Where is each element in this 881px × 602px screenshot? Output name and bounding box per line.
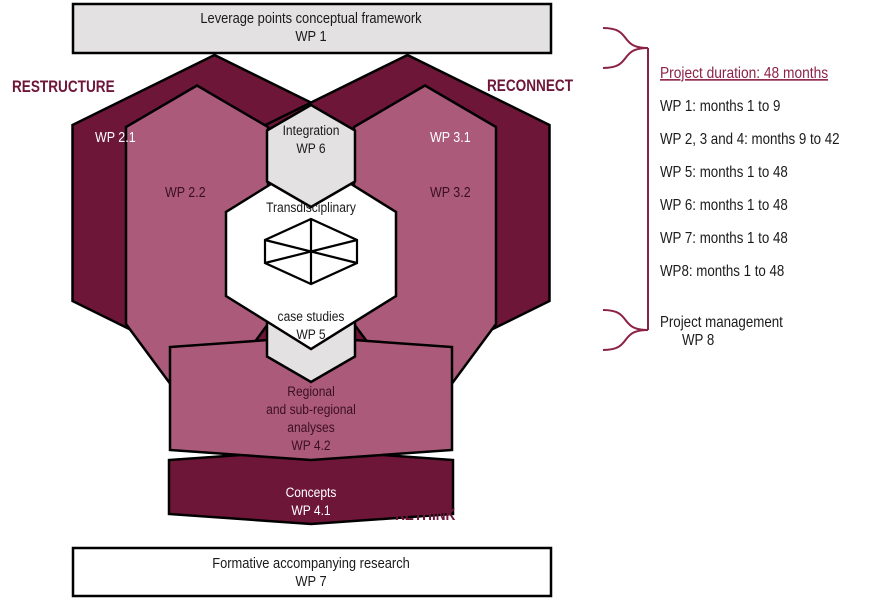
svg-text:and sub-regional: and sub-regional [266, 401, 356, 417]
svg-text:RETHINK: RETHINK [395, 506, 455, 525]
svg-text:Project duration: 48 months: Project duration: 48 months [660, 64, 828, 82]
svg-text:Project management: Project management [660, 314, 783, 331]
svg-text:WP 7: WP 7 [295, 572, 326, 589]
svg-text:WP 2.2: WP 2.2 [165, 184, 206, 200]
svg-text:Integration: Integration [283, 122, 340, 138]
svg-text:case studies: case studies [278, 308, 345, 324]
svg-text:analyses: analyses [287, 419, 335, 435]
svg-text:WP 2, 3 and 4: months 9 to 42: WP 2, 3 and 4: months 9 to 42 [660, 131, 840, 148]
svg-text:Formative accompanying researc: Formative accompanying research [212, 554, 410, 571]
svg-text:WP 3.1: WP 3.1 [430, 129, 471, 145]
svg-text:WP 8: WP 8 [682, 332, 714, 349]
svg-text:WP 6: WP 6 [296, 140, 325, 156]
svg-text:WP 3.2: WP 3.2 [430, 184, 471, 200]
svg-text:WP8: months 1 to 48: WP8: months 1 to 48 [660, 263, 784, 280]
svg-text:WP 4.1: WP 4.1 [291, 502, 330, 518]
svg-text:WP 1: months 1 to 9: WP 1: months 1 to 9 [660, 98, 780, 115]
svg-text:WP 7: months 1 to 48: WP 7: months 1 to 48 [660, 230, 788, 247]
svg-text:RESTRUCTURE: RESTRUCTURE [12, 78, 115, 97]
svg-text:Regional: Regional [287, 383, 335, 399]
svg-text:Leverage points conceptual fra: Leverage points conceptual framework [200, 9, 421, 26]
svg-text:RECONNECT: RECONNECT [487, 77, 574, 96]
svg-text:Transdisciplinary: Transdisciplinary [266, 199, 356, 215]
svg-text:WP 4.2: WP 4.2 [291, 437, 330, 453]
svg-text:WP 5: months 1 to 48: WP 5: months 1 to 48 [660, 164, 788, 181]
svg-text:WP 1: WP 1 [295, 27, 326, 44]
svg-text:WP 5: WP 5 [296, 326, 325, 342]
svg-text:Concepts: Concepts [286, 484, 337, 500]
svg-text:WP 6: months 1 to 48: WP 6: months 1 to 48 [660, 197, 788, 214]
svg-text:WP 2.1: WP 2.1 [95, 129, 136, 145]
